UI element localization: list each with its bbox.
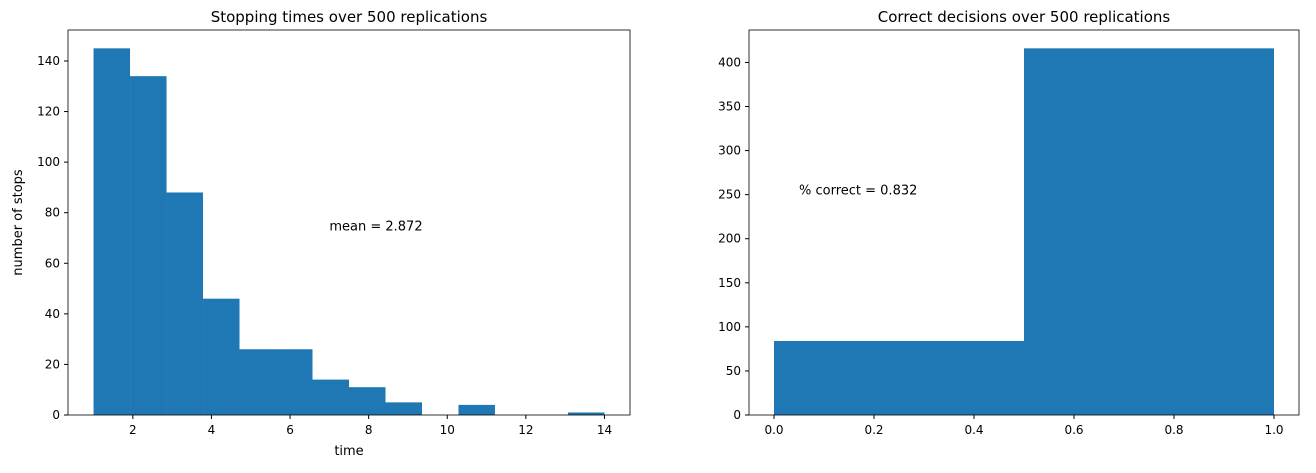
x-tick-label: 0.2 [864,423,883,437]
y-tick-label: 50 [726,364,741,378]
y-tick-label: 0 [52,408,60,422]
y-tick-label: 350 [718,100,741,114]
y-tick-label: 120 [37,105,60,119]
y-tick-label: 0 [733,408,741,422]
y-tick-label: 80 [45,206,60,220]
bar [203,298,240,415]
bar [93,48,131,415]
axes-frame [67,29,631,416]
x-tick-label: 8 [365,423,373,437]
bar [567,412,605,415]
x-tick-label: 0.6 [1064,423,1083,437]
y-tick-label: 400 [718,55,741,69]
y-tick-label: 60 [45,256,60,270]
y-tick-label: 140 [37,54,60,68]
x-tick-label: 1.0 [1264,423,1283,437]
x-tick-label: 2 [129,423,137,437]
annotation: % correct = 0.832 [799,184,917,199]
bar [774,340,1024,415]
bar [1024,48,1274,415]
bar [458,404,495,415]
bar [130,76,167,416]
bar [166,192,204,415]
x-tick-label: 6 [286,423,294,437]
y-tick-label: 300 [718,144,741,158]
y-tick-label: 150 [718,276,741,290]
x-tick-label: 12 [518,423,533,437]
chart-title: Correct decisions over 500 replications [878,8,1171,26]
bar [312,379,349,415]
y-tick-label: 250 [718,188,741,202]
y-tick-label: 100 [718,320,741,334]
y-axis-label: number of stops [11,169,26,276]
x-tick-label: 0.4 [964,423,983,437]
x-tick-label: 10 [440,423,455,437]
y-tick-label: 100 [37,155,60,169]
x-tick-label: 4 [208,423,216,437]
y-tick-label: 20 [45,357,60,371]
annotation: mean = 2.872 [329,219,422,234]
x-tick-label: 14 [597,423,612,437]
x-tick-label: 0.0 [764,423,783,437]
x-tick-label: 0.8 [1164,423,1183,437]
bar [349,387,386,415]
chart-title: Stopping times over 500 replications [211,8,488,26]
axes-frame [748,29,1300,416]
x-axis-label: time [334,444,363,459]
bar [385,402,422,415]
y-tick-label: 200 [718,232,741,246]
bar [276,349,313,415]
bar [239,349,277,415]
y-tick-label: 40 [45,307,60,321]
